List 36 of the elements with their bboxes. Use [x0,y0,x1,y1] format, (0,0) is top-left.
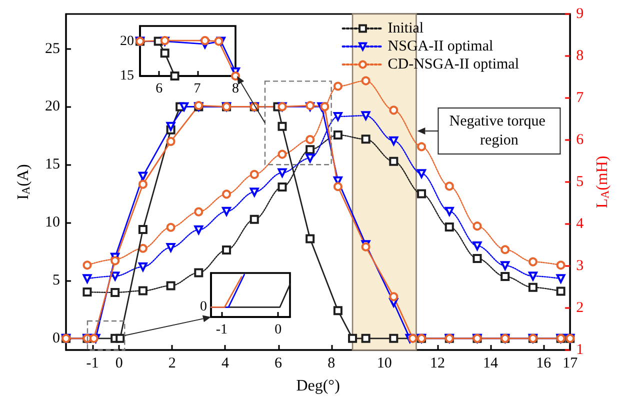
x-tick-label: 16 [536,356,552,372]
x-tick-label: 10 [376,356,392,372]
y2-tick-label: 1 [576,342,584,358]
y-tick-label: 25 [45,40,60,57]
x-tick-label: 7 [194,82,201,96]
y2-tick-label: 8 [576,48,584,64]
y2-tick-label: 4 [576,216,584,232]
band-label: Negative torque region [449,114,550,148]
y2-axis-title: LA(mH) [594,156,612,208]
y-tick-label: 10 [45,214,60,231]
x-tick-label: 2 [168,356,176,372]
x-tick-label: 8 [232,82,239,96]
x-tick-label: 8 [328,356,336,372]
y-tick-label: 5 [52,272,60,288]
legend-label: Initial [388,20,424,36]
y2-tick-label: 9 [576,6,584,22]
x-tick-label: 17 [562,356,578,372]
x-tick-label: 4 [221,356,230,372]
x-axis-title: Deg(°) [296,378,340,394]
y-tick-label: 20 [120,34,134,49]
y2-tick-label: 5 [576,174,584,190]
y2-tick-label: 6 [576,132,584,148]
x-tick-label: -1 [216,322,228,338]
y-axis-title: IA(A) [15,164,32,200]
y-tick-label: 15 [45,156,60,173]
x-tick-label: 14 [483,356,499,372]
x-tick-label: -1 [86,356,99,372]
x-tick-label: 6 [274,356,283,372]
y2-tick-label: 2 [576,300,584,316]
legend-label: NSGA-II optimal [388,38,494,54]
x-tick-label: 12 [430,356,445,372]
x-tick-label: 6 [156,82,163,96]
y-tick-label: 20 [45,98,60,115]
annotation: 0 [200,300,207,315]
y-tick-label: 15 [120,68,134,84]
y2-tick-label: 3 [576,258,584,274]
